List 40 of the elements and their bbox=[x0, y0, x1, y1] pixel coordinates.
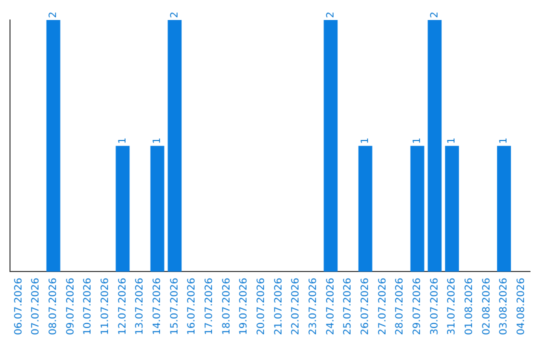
data-label: 2 bbox=[48, 12, 59, 18]
data-label: 1 bbox=[446, 137, 458, 144]
x-tick-label: 06.07.2026 bbox=[13, 278, 24, 336]
x-tick-label: 14.07.2026 bbox=[152, 278, 163, 336]
x-tick-label: 22.07.2026 bbox=[290, 278, 302, 336]
x-tick-label: 23.07.2026 bbox=[308, 278, 319, 336]
data-label: 2 bbox=[325, 12, 336, 18]
x-tick-label: 20.07.2026 bbox=[256, 278, 267, 336]
data-label: 1 bbox=[412, 137, 423, 144]
x-tick-label: 25.07.2026 bbox=[342, 278, 354, 336]
data-label: 2 bbox=[169, 12, 180, 18]
x-tick-label: 01.08.2026 bbox=[464, 278, 475, 336]
x-tick-label: 29.07.2026 bbox=[412, 278, 423, 336]
x-tick-label: 13.07.2026 bbox=[134, 278, 146, 336]
x-tick-label: 16.07.2026 bbox=[186, 278, 198, 336]
x-tick-label: 18.07.2026 bbox=[221, 278, 232, 336]
x-tick-label: 10.07.2026 bbox=[82, 278, 94, 336]
x-tick-label: 09.07.2026 bbox=[65, 278, 76, 336]
x-tick-label: 24.07.2026 bbox=[325, 278, 336, 336]
x-tick-label: 21.07.2026 bbox=[273, 278, 284, 336]
x-tick-label: 04.08.2026 bbox=[516, 278, 527, 336]
x-tick-label: 19.07.2026 bbox=[238, 278, 250, 336]
data-label: 2 bbox=[429, 12, 440, 18]
x-tick-label: 31.07.2026 bbox=[446, 278, 458, 336]
x-tick-label: 02.08.2026 bbox=[481, 278, 492, 336]
data-label: 1 bbox=[498, 137, 510, 144]
x-tick-label: 12.07.2026 bbox=[117, 278, 128, 336]
x-tick-label: 15.07.2026 bbox=[169, 278, 180, 336]
data-label: 1 bbox=[360, 137, 371, 144]
x-tick-label: 26.07.2026 bbox=[360, 278, 371, 336]
data-label: 1 bbox=[152, 137, 163, 144]
x-tick-label: 07.07.2026 bbox=[30, 278, 42, 336]
x-tick-label: 28.07.2026 bbox=[394, 278, 406, 336]
x-tick-label: 08.07.2026 bbox=[48, 278, 59, 336]
data-label: 1 bbox=[117, 137, 128, 144]
x-tick-label: 27.07.2026 bbox=[377, 278, 388, 336]
x-tick-label: 11.07.2026 bbox=[100, 278, 111, 336]
x-tick-label: 17.07.2026 bbox=[204, 278, 215, 336]
x-tick-label: 30.07.2026 bbox=[429, 278, 440, 336]
x-tick-label: 03.08.2026 bbox=[498, 278, 510, 336]
